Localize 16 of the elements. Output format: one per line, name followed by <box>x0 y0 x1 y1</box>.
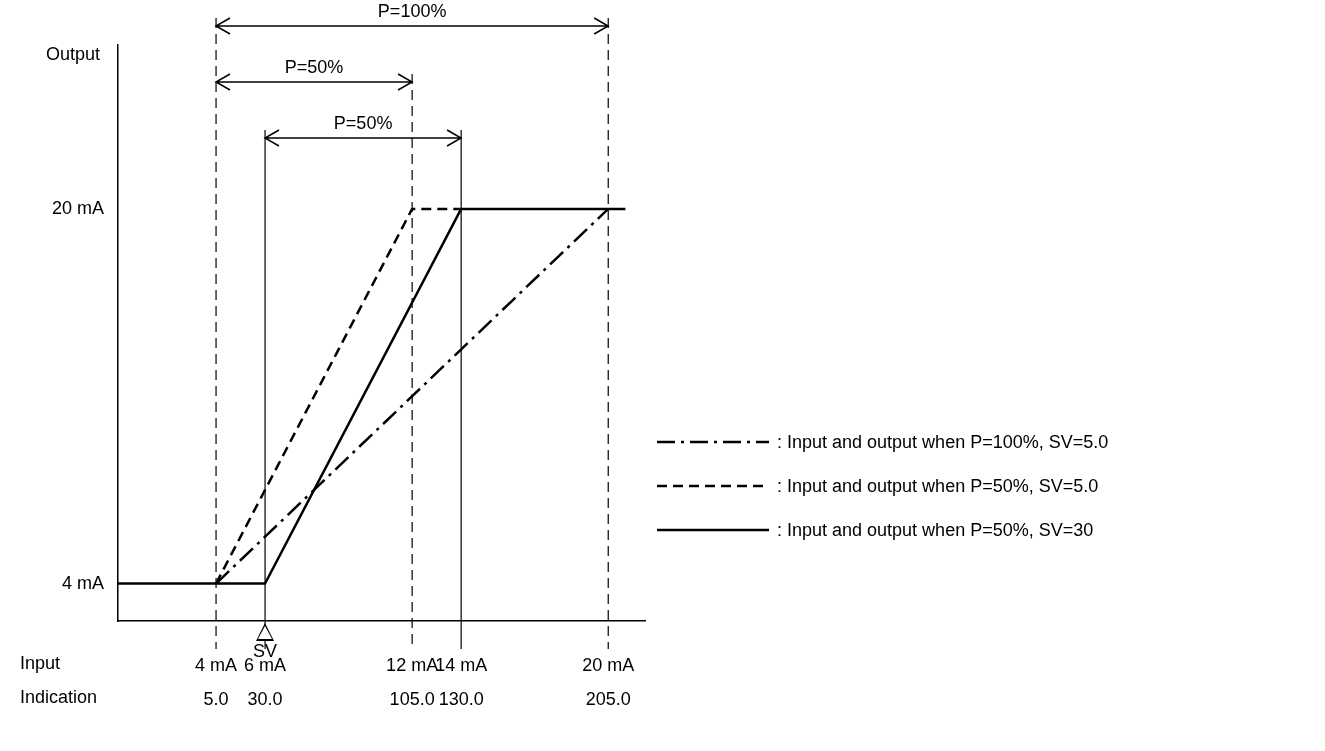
x2-tick-label: 30.0 <box>247 688 283 709</box>
x2-tick-label: 105.0 <box>389 688 435 709</box>
x-tick-label: 4 mA <box>195 654 238 675</box>
x2-tick-label: 5.0 <box>203 688 229 709</box>
x-tick-label: 20 mA <box>582 654 635 675</box>
x2-tick-label: 205.0 <box>585 688 631 709</box>
text: : Input and output when P=50%, SV=5.0 <box>777 475 1099 497</box>
annotation: P=50% <box>333 112 393 133</box>
text: : Input and output when P=100%, SV=5.0 <box>777 431 1109 453</box>
text: P=100% <box>377 0 447 21</box>
x-axis-title: Input <box>20 652 61 673</box>
text: : Input and output when P=50%, SV=30 <box>777 519 1094 541</box>
annotation: P=50% <box>284 56 344 77</box>
x2-axis-title: Indication <box>20 686 98 707</box>
x2-tick-label: 130.0 <box>438 688 484 709</box>
y-axis-title: Output <box>45 43 100 64</box>
